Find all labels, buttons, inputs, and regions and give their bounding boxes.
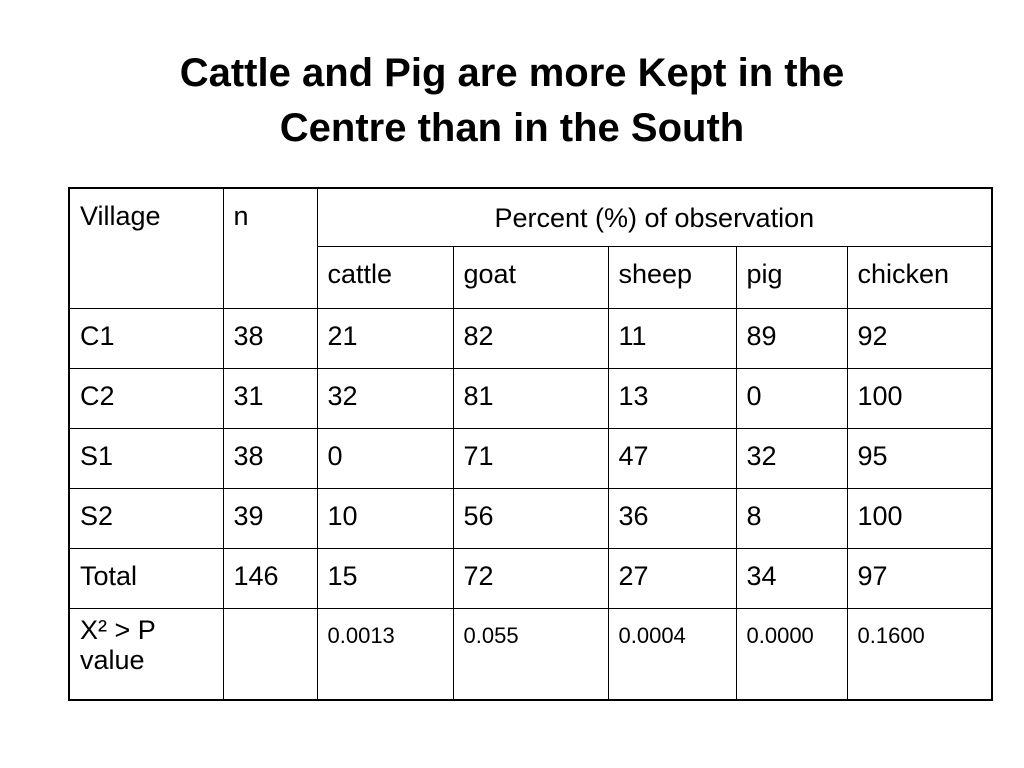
goat-pvalue-cell: 0.055: [452, 607, 609, 701]
sheep-cell: 27: [607, 547, 737, 609]
pig-cell: 8: [735, 487, 848, 549]
village-cell: C2: [68, 367, 224, 429]
n-cell: 38: [222, 427, 318, 489]
table-row-pvalue: X² > P value 0.0013 0.055 0.0004 0.0000 …: [68, 607, 993, 701]
pvalue-label-line-2: value: [80, 644, 145, 675]
header-goat: goat: [452, 245, 609, 309]
cattle-cell: 21: [316, 307, 454, 369]
slide-title-line-2: Centre than in the South: [279, 106, 745, 150]
chicken-cell: 92: [846, 307, 993, 369]
pig-cell: 89: [735, 307, 848, 369]
chicken-cell: 100: [846, 367, 993, 429]
goat-cell: 72: [452, 547, 609, 609]
pvalue-label-cell: X² > P value: [68, 607, 224, 701]
slide-title-line-1: Cattle and Pig are more Kept in the: [179, 51, 845, 95]
chicken-cell: 97: [846, 547, 993, 609]
sheep-cell: 13: [607, 367, 737, 429]
header-percent-observation: Percent (%) of observation: [316, 187, 993, 247]
table-row: S2 39 10 56 36 8 100: [68, 487, 993, 549]
cattle-cell: 10: [316, 487, 454, 549]
pig-cell: 34: [735, 547, 848, 609]
pig-cell: 32: [735, 427, 848, 489]
table-row-total: Total 146 15 72 27 34 97: [68, 547, 993, 609]
village-cell: Total: [68, 547, 224, 609]
sheep-cell: 36: [607, 487, 737, 549]
cattle-cell: 0: [316, 427, 454, 489]
goat-cell: 81: [452, 367, 609, 429]
observation-table: Village n Percent (%) of observation cat…: [68, 187, 994, 701]
slide-title: Cattle and Pig are more Kept in the Cent…: [0, 46, 1024, 156]
sheep-cell: 11: [607, 307, 737, 369]
sheep-pvalue-cell: 0.0004: [607, 607, 737, 701]
n-cell: 39: [222, 487, 318, 549]
header-village: Village: [68, 187, 224, 309]
cattle-pvalue-cell: 0.0013: [316, 607, 454, 701]
goat-cell: 82: [452, 307, 609, 369]
village-cell: S1: [68, 427, 224, 489]
n-cell: 146: [222, 547, 318, 609]
pvalue-label-line-1: X² > P: [80, 614, 156, 645]
goat-cell: 71: [452, 427, 609, 489]
village-cell: S2: [68, 487, 224, 549]
n-cell: [222, 607, 318, 701]
cattle-cell: 15: [316, 547, 454, 609]
table-row: S1 38 0 71 47 32 95: [68, 427, 993, 489]
chicken-pvalue-cell: 0.1600: [846, 607, 993, 701]
header-n: n: [222, 187, 318, 309]
cattle-cell: 32: [316, 367, 454, 429]
header-cattle: cattle: [316, 245, 454, 309]
table-row: C2 31 32 81 13 0 100: [68, 367, 993, 429]
sheep-cell: 47: [607, 427, 737, 489]
header-sheep: sheep: [607, 245, 737, 309]
goat-cell: 56: [452, 487, 609, 549]
pig-cell: 0: [735, 367, 848, 429]
table-row: C1 38 21 82 11 89 92: [68, 307, 993, 369]
chicken-cell: 100: [846, 487, 993, 549]
n-cell: 38: [222, 307, 318, 369]
village-cell: C1: [68, 307, 224, 369]
header-chicken: chicken: [846, 245, 993, 309]
n-cell: 31: [222, 367, 318, 429]
table-header-row: Village n Percent (%) of observation: [68, 187, 993, 309]
header-pig: pig: [735, 245, 848, 309]
pig-pvalue-cell: 0.0000: [735, 607, 848, 701]
chicken-cell: 95: [846, 427, 993, 489]
